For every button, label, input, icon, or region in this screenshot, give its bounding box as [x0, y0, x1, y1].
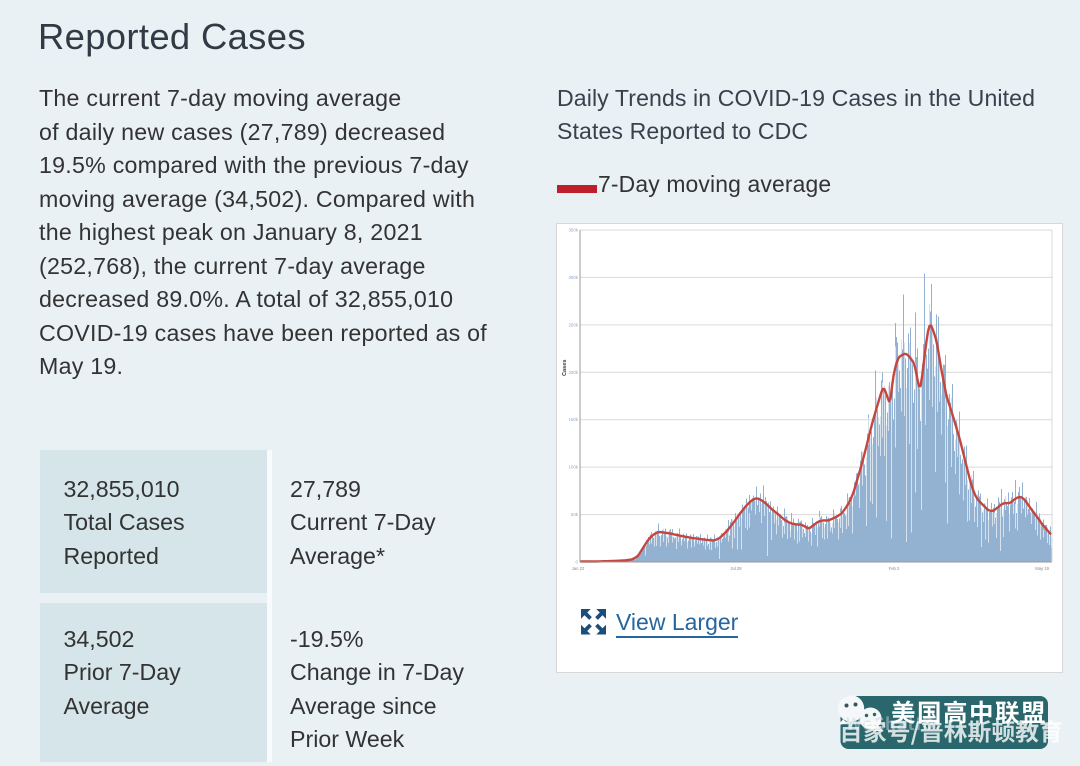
svg-text:350k: 350k: [568, 228, 578, 233]
svg-text:Jul 28: Jul 28: [730, 566, 742, 571]
svg-text:200k: 200k: [568, 370, 578, 375]
svg-text:Cases: Cases: [562, 360, 568, 376]
svg-text:250k: 250k: [568, 322, 578, 327]
svg-text:Feb 2: Feb 2: [889, 566, 900, 571]
svg-text:May 19: May 19: [1035, 566, 1049, 571]
svg-text:150k: 150k: [568, 417, 578, 422]
svg-text:0: 0: [576, 560, 579, 565]
svg-text:Jan 22: Jan 22: [572, 566, 585, 571]
svg-text:100k: 100k: [568, 465, 578, 470]
svg-text:50k: 50k: [571, 512, 579, 517]
svg-text:300k: 300k: [568, 275, 578, 280]
